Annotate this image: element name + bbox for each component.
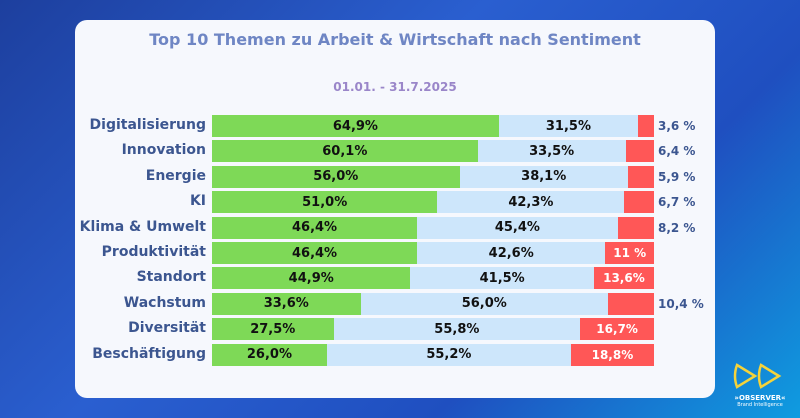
- category-label: Klima & Umwelt: [79, 218, 206, 235]
- category-label: Diversität: [128, 320, 206, 337]
- bar-segment: 46,4%: [212, 242, 418, 264]
- category-label: Innovation: [121, 142, 206, 159]
- bar-segment: [617, 216, 654, 239]
- chart-subtitle: 01.01. - 31.7.2025: [333, 80, 457, 94]
- bar-segment: 44,9%: [212, 267, 411, 290]
- bar-segment: 33,5%: [477, 140, 626, 163]
- bar-segment: [638, 115, 654, 137]
- bar-segment: 38,1%: [459, 165, 628, 188]
- bar-segment: 31,5%: [498, 115, 639, 137]
- bar-segment: 33,6%: [212, 292, 361, 315]
- logo-name: »OBSERVER«: [734, 394, 786, 402]
- data-label: 3,6 %: [658, 119, 696, 133]
- bar-segment: 13,6%: [593, 267, 654, 290]
- category-label: Wachstum: [123, 294, 206, 311]
- category-label: Produktivität: [101, 244, 206, 260]
- bar-segment: 18,8%: [570, 343, 654, 366]
- data-label: 10,4 %: [658, 296, 704, 311]
- double-chevron-logo-icon: [733, 363, 782, 389]
- category-label: Standort: [136, 269, 206, 286]
- category-label: Energie: [145, 167, 206, 184]
- bar-segment: 41,5%: [410, 267, 594, 290]
- data-label: 6,4 %: [658, 144, 696, 159]
- bar-segment: [625, 140, 654, 163]
- category-label: KI: [189, 193, 206, 210]
- category-label: Digitalisierung: [89, 117, 206, 133]
- bar-segment: 46,4%: [212, 216, 418, 239]
- data-label: 8,2 %: [658, 220, 696, 235]
- bar-segment: 45,4%: [417, 216, 618, 239]
- data-label: 5,9 %: [658, 169, 696, 184]
- bar-segment: 26,0%: [212, 343, 327, 366]
- bar-segment: 42,6%: [417, 242, 606, 264]
- category-label: Beschäftigung: [92, 345, 206, 362]
- bar-segment: 42,3%: [437, 191, 625, 214]
- bar-segment: [624, 191, 654, 214]
- bar-segment: 56,0%: [360, 292, 609, 315]
- logo-tagline: Brand Intelligence: [737, 402, 783, 408]
- bar-segment: 60,1%: [212, 140, 478, 163]
- bar-segment: 55,8%: [333, 318, 581, 341]
- data-label: 6,7 %: [658, 195, 696, 210]
- bar-segment: 16,7%: [580, 318, 654, 341]
- observer-logo: »OBSERVER« Brand Intelligence: [730, 362, 790, 408]
- bar-segment: 11 %: [605, 242, 654, 264]
- bar-segment: [627, 165, 654, 188]
- bar-segment: 55,2%: [326, 343, 571, 366]
- bar-segment: 51,0%: [212, 191, 438, 214]
- chart-title: Top 10 Themen zu Arbeit & Wirtschaft nac…: [149, 30, 641, 49]
- bar-segment: 27,5%: [212, 318, 334, 341]
- bar-segment: 56,0%: [212, 165, 460, 188]
- bar-segment: [608, 292, 654, 315]
- bar-segment: 64,9%: [212, 115, 499, 137]
